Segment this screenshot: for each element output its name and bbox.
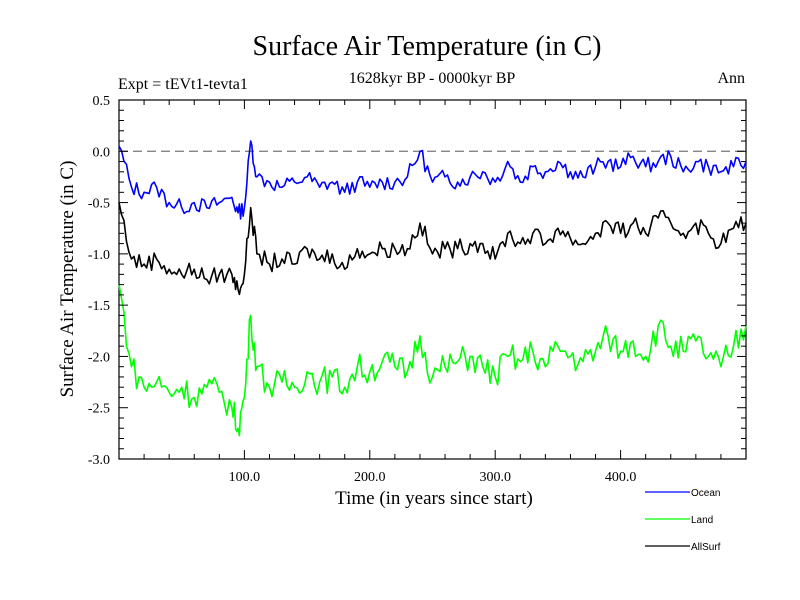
season-label: Ann	[717, 70, 745, 87]
y-axis-label: Surface Air Temperature (in C)	[57, 161, 78, 398]
legend-label-ocean: Ocean	[691, 488, 720, 499]
y-tick-label: -0.5	[88, 197, 110, 212]
x-tick-label: 300.0	[479, 470, 511, 485]
series-line-allsurf	[118, 202, 747, 296]
y-tick-label: -2.5	[88, 402, 110, 417]
y-tick-label: -1.5	[88, 299, 110, 314]
x-tick-label: 100.0	[229, 470, 261, 485]
y-tick-label: -1.0	[88, 248, 110, 263]
y-tick-label: -3.0	[88, 453, 110, 468]
experiment-label: Expt = tEVt1-tevta1	[118, 76, 248, 93]
legend-label-allsurf: AllSurf	[691, 542, 721, 553]
y-tick-label: 0.5	[93, 94, 111, 109]
chart-subtitle: 1628kyr BP - 0000kyr BP	[349, 70, 516, 87]
y-tick-label: -2.0	[88, 350, 110, 365]
chart-title: Surface Air Temperature (in C)	[253, 31, 602, 62]
series-line-land	[118, 284, 747, 437]
x-tick-label: 400.0	[605, 470, 637, 485]
x-tick-label: 200.0	[354, 470, 386, 485]
y-tick-label: 0.0	[93, 145, 111, 160]
plot-frame	[118, 99, 747, 460]
series-line-ocean	[118, 140, 747, 220]
legend-label-land: Land	[691, 515, 713, 526]
x-axis-label: Time (in years since start)	[335, 488, 533, 509]
legend: Ocean Land AllSurf	[645, 488, 721, 553]
